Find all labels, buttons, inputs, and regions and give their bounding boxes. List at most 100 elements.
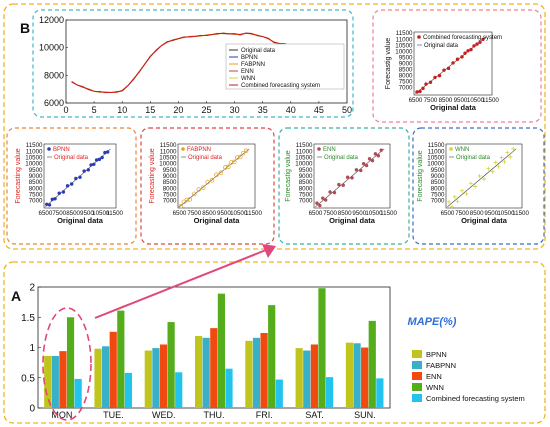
- scatter-point: [61, 190, 66, 194]
- scatter-point: [508, 154, 513, 159]
- legend-label: BPNN: [241, 55, 258, 61]
- x-tick-label: 8500: [66, 210, 80, 217]
- scatter-point: [323, 198, 328, 202]
- panel-b-frame: [3, 3, 546, 250]
- scatter-point: [499, 155, 504, 160]
- y-tick-label: 10000: [159, 161, 177, 168]
- scatter-point: [376, 153, 381, 158]
- x-tick-label: 11500: [512, 210, 529, 217]
- scatter-point: [53, 197, 57, 201]
- scatter-enn-frame: [278, 127, 410, 245]
- scatter-point: [490, 169, 495, 174]
- scatter-point: [350, 176, 354, 180]
- scatter-combined-frame: [372, 9, 542, 123]
- legend-label: ENN: [323, 147, 336, 153]
- y-tick-label: 8000: [44, 70, 64, 80]
- y-axis-label: Forecastig value: [385, 38, 392, 89]
- legend-label: FABPNN: [426, 361, 456, 370]
- y-tick-label: 8000: [299, 185, 313, 192]
- bar: [144, 350, 152, 408]
- y-tick-label: 11500: [396, 30, 413, 37]
- x-tick-label: 8500: [202, 210, 216, 217]
- y-axis-label: Forecasting value: [15, 148, 22, 203]
- y-tick-label: 7000: [299, 198, 313, 205]
- x-axis-label: Original data: [194, 216, 241, 225]
- reference-line: [315, 148, 385, 207]
- bar: [175, 372, 183, 408]
- scatter-point: [65, 184, 70, 188]
- legend-label: FABPNN: [241, 62, 265, 68]
- scatter-point: [103, 150, 107, 155]
- y-tick-label: 11000: [296, 148, 313, 155]
- bar: [318, 288, 326, 408]
- mon-highlight-ellipse: [42, 307, 92, 421]
- y-tick-label: 12000: [39, 15, 64, 25]
- scatter-point: [105, 150, 110, 154]
- y-tick-label: 7000: [29, 198, 43, 205]
- y-tick-label: 9500: [399, 54, 413, 61]
- scatter-point: [178, 203, 184, 209]
- scatter-point: [364, 163, 369, 168]
- y-tick-label: 7000: [431, 198, 445, 205]
- y-tick-label: 9000: [299, 173, 313, 180]
- scatter-point: [361, 161, 366, 166]
- scatter-point: [337, 182, 341, 187]
- x-tick-label: 8500: [338, 210, 352, 217]
- y-tick-label: 1: [29, 343, 35, 354]
- scatter-point: [89, 163, 93, 167]
- scatter-point: [187, 197, 193, 202]
- legend-marker: [449, 147, 453, 151]
- panel-a-label: A: [11, 288, 21, 304]
- scatter-point: [45, 202, 49, 207]
- bar: [152, 348, 160, 408]
- scatter-point: [318, 203, 322, 208]
- scatter-point: [243, 148, 249, 154]
- scatter-point: [418, 89, 422, 94]
- panel-b-label: B: [20, 20, 30, 36]
- legend-marker: [417, 35, 421, 39]
- scatter-wnn-frame: [412, 127, 545, 245]
- scatter-point: [505, 150, 510, 155]
- x-tick-label: 6500: [39, 210, 53, 217]
- y-tick-label: 9500: [431, 167, 445, 174]
- y-tick-label: 11500: [26, 142, 43, 149]
- x-tick-label: 25: [201, 105, 211, 115]
- x-tick-label: 6500: [173, 210, 187, 217]
- y-tick-label: 2: [29, 283, 35, 294]
- scatter-point: [82, 169, 86, 173]
- scatter-point: [328, 190, 332, 194]
- y-tick-label: 11500: [296, 142, 313, 149]
- y-tick-label: 10500: [295, 155, 313, 162]
- bar: [117, 310, 125, 408]
- bar: [353, 343, 361, 408]
- scatter-point: [451, 61, 455, 65]
- legend-swatch: [412, 394, 422, 402]
- x-tick-label: 10500: [467, 97, 485, 104]
- category-label: SUN.: [354, 410, 376, 420]
- line-legend-box: [225, 43, 345, 90]
- scatter-point: [354, 168, 359, 172]
- legend-label: WNN: [455, 147, 469, 153]
- legend-swatch: [412, 350, 422, 358]
- bar: [303, 350, 311, 408]
- scatter-point: [455, 57, 460, 61]
- bar: [210, 328, 218, 408]
- scatter-point: [437, 73, 442, 78]
- scatter-point: [341, 183, 345, 187]
- legend-label: Original data: [241, 48, 276, 54]
- bar: [109, 331, 117, 408]
- scatter-point: [200, 185, 206, 190]
- y-tick-label: 8500: [299, 179, 313, 186]
- x-tick-label: 9500: [217, 210, 231, 217]
- legend-label: WNN: [426, 383, 444, 392]
- panel-a-frame: [3, 261, 546, 424]
- scatter-point: [373, 152, 378, 156]
- scatter-point: [50, 197, 55, 202]
- bar: [202, 337, 210, 408]
- y-tick-label: 11500: [160, 142, 177, 149]
- x-tick-label: 20: [173, 105, 183, 115]
- legend-label: ENN: [426, 372, 442, 381]
- y-tick-label: 9000: [431, 173, 445, 180]
- bar: [325, 377, 334, 408]
